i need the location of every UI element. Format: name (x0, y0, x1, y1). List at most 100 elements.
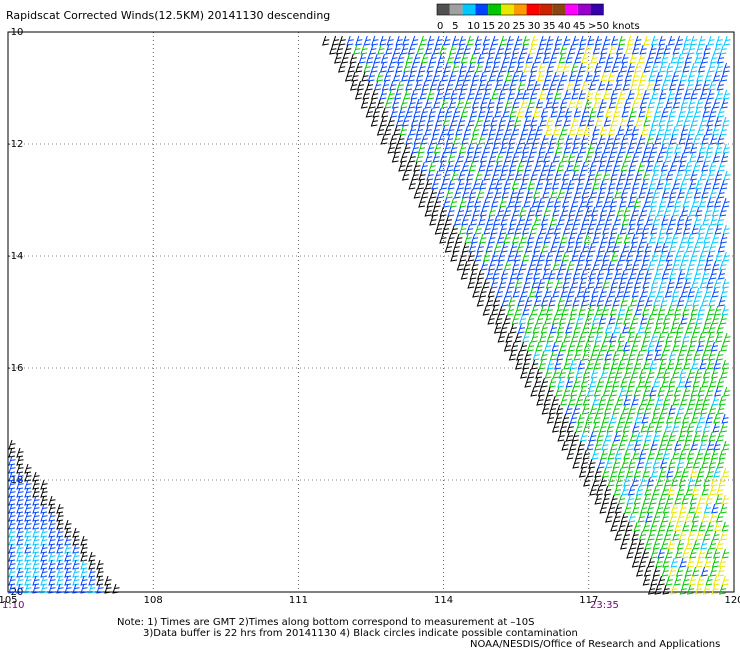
wind-barb (488, 179, 497, 190)
wind-barb (717, 296, 726, 307)
wind-barb (477, 269, 485, 280)
wind-barb (663, 341, 671, 352)
wind-barb (684, 431, 693, 442)
wind-barb (467, 278, 475, 289)
wind-barb (392, 71, 401, 82)
wind-barb (550, 107, 558, 118)
wind-barb (696, 152, 704, 163)
wind-barb (650, 548, 658, 559)
wind-barb (662, 557, 670, 568)
wind-barb (710, 368, 719, 379)
wind-barb (709, 485, 717, 496)
wind-barb (24, 551, 32, 562)
wind-barb (469, 215, 478, 226)
wind-barb (713, 440, 721, 451)
wind-barb (698, 332, 706, 343)
wind-barb (719, 260, 727, 271)
wind-barb (434, 170, 442, 181)
wind-barb (538, 89, 547, 100)
wind-barb (491, 62, 499, 73)
wind-barb (689, 152, 697, 163)
wind-barb (602, 386, 611, 397)
wind-barb (520, 287, 528, 298)
wind-barb (563, 359, 571, 370)
wind-barb (650, 413, 659, 424)
wind-barb (398, 161, 406, 172)
colorbar-swatch (437, 4, 450, 15)
wind-barb (575, 98, 583, 109)
wind-barb (565, 350, 573, 361)
wind-barb (524, 215, 533, 226)
wind-barb (614, 80, 622, 91)
wind-barb (470, 233, 479, 244)
wind-barb (441, 71, 449, 82)
wind-barb (722, 197, 730, 208)
wind-barb (441, 98, 449, 109)
wind-barb (64, 519, 72, 530)
wind-barb (626, 440, 634, 451)
wind-barb (677, 188, 685, 199)
wind-barb (631, 44, 640, 55)
wind-barb (40, 519, 48, 530)
wind-barb (657, 125, 665, 136)
wind-barb (618, 35, 626, 46)
wind-barb (80, 535, 88, 546)
wind-barb (405, 53, 413, 64)
wind-barb (475, 62, 483, 73)
wind-barb (517, 215, 526, 226)
wind-barb (674, 440, 682, 451)
wind-barb (596, 431, 604, 442)
wind-barb (649, 386, 657, 397)
wind-barb (623, 287, 631, 298)
wind-barb (64, 527, 72, 538)
wind-barb (504, 98, 513, 109)
wind-barb (540, 323, 548, 334)
wind-barb (669, 512, 677, 523)
wind-barb (661, 323, 670, 334)
wind-barb (672, 98, 680, 109)
wind-barb (680, 206, 688, 217)
wind-barb (676, 53, 685, 64)
wind-barb (493, 242, 502, 253)
wind-barb (418, 197, 426, 208)
wind-barb (563, 116, 571, 127)
wind-barb (408, 152, 416, 163)
wind-barb (678, 368, 687, 379)
wind-barb (713, 197, 722, 208)
wind-barb (559, 422, 567, 433)
wind-barb (706, 197, 715, 208)
wind-barb (610, 143, 618, 154)
wind-barb (661, 134, 670, 145)
wind-barb (636, 269, 645, 280)
colorbar-label: 0 (437, 21, 443, 32)
wind-barb (664, 422, 672, 433)
wind-barb (486, 134, 494, 145)
wind-barb (613, 323, 621, 334)
wind-barb (656, 287, 664, 298)
wind-barb (484, 80, 493, 91)
wind-barb (371, 35, 379, 46)
wind-barb (517, 53, 525, 64)
wind-barb (568, 44, 576, 55)
wind-barb (708, 539, 717, 550)
wind-barb (48, 511, 56, 522)
wind-barb (8, 583, 16, 594)
wind-barb (535, 368, 543, 379)
wind-barb (464, 98, 472, 109)
wind-barb (610, 116, 618, 127)
wind-barb (561, 413, 570, 424)
wind-barb (614, 503, 622, 514)
wind-barb (579, 116, 587, 127)
wind-barb (16, 463, 24, 474)
wind-barb (577, 44, 585, 55)
wind-barb (695, 206, 703, 217)
wind-barb (666, 305, 675, 316)
wind-barb (606, 395, 615, 406)
wind-barb (690, 440, 698, 451)
wind-barb (490, 278, 498, 289)
wind-barb (653, 323, 662, 334)
wind-barb (448, 98, 457, 109)
wind-barb (610, 251, 619, 262)
wind-barb (661, 512, 669, 523)
wind-barb (596, 296, 604, 307)
